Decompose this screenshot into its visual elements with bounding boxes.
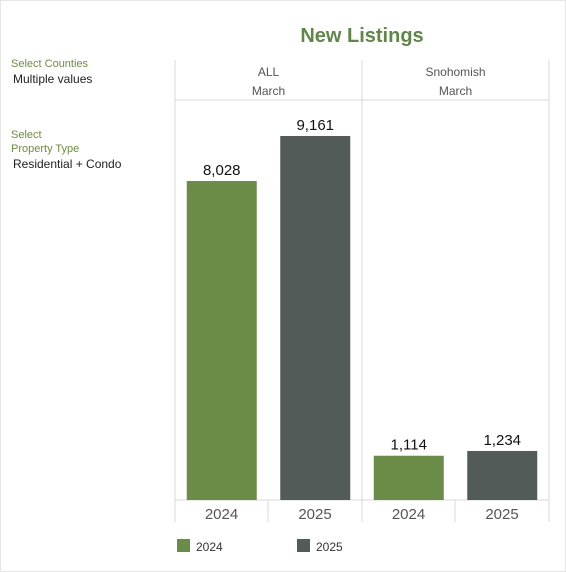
data-label-all-2025: 9,161 — [296, 117, 334, 134]
counties-filter-value[interactable]: Multiple values — [13, 72, 93, 86]
x-tick-all-2025: 2025 — [298, 506, 332, 523]
chart-title: New Listings — [300, 25, 424, 47]
property-type-filter-label-line1: Select — [11, 129, 42, 141]
x-tick-snohomish-2024: 2024 — [391, 506, 426, 523]
bar-snohomish-2024[interactable] — [373, 455, 444, 500]
panel-all-month: March — [251, 84, 286, 98]
panel-snohomish-month: March — [438, 84, 473, 98]
x-tick-snohomish-2025: 2025 — [485, 506, 519, 523]
data-label-snohomish-2025: 1,234 — [483, 432, 521, 449]
data-label-all-2024: 8,028 — [203, 162, 241, 179]
bar-all-2024[interactable] — [186, 181, 257, 500]
property-type-filter-label-line2: Property Type — [11, 143, 80, 155]
bar-snohomish-2025[interactable] — [467, 450, 538, 500]
legend-swatch-2024 — [177, 539, 190, 552]
panel-snohomish-region: Snohomish — [425, 65, 486, 79]
panel-all-region: ALL — [257, 65, 280, 79]
legend-label-2025: 2025 — [316, 540, 343, 554]
counties-filter-label: Select Counties — [11, 58, 89, 70]
legend-swatch-2025 — [297, 539, 310, 552]
property-type-filter-value[interactable]: Residential + Condo — [13, 157, 122, 171]
x-tick-all-2024: 2024 — [204, 506, 239, 523]
legend-label-2024: 2024 — [196, 540, 223, 554]
bar-all-2025[interactable] — [280, 136, 351, 500]
data-label-snohomish-2024: 1,114 — [391, 437, 427, 454]
